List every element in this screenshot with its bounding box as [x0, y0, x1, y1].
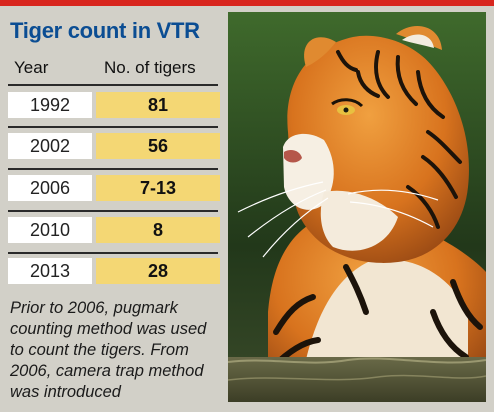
table-row: 1992 81 — [8, 92, 220, 118]
count-cell: 81 — [96, 92, 220, 118]
table-row: 2006 7-13 — [8, 175, 220, 201]
count-cell: 56 — [96, 133, 220, 159]
row-divider — [8, 126, 218, 128]
table-row: 2013 28 — [8, 258, 220, 284]
row-divider — [8, 210, 218, 212]
header-rule — [8, 84, 218, 86]
count-cell: 8 — [96, 217, 220, 243]
column-header-count: No. of tigers — [104, 58, 196, 77]
table-row: 2002 56 — [8, 133, 220, 159]
tiger-illustration — [228, 12, 486, 402]
top-accent-bar — [0, 0, 494, 6]
year-cell: 2010 — [8, 217, 92, 243]
year-cell: 1992 — [8, 92, 92, 118]
year-cell: 2006 — [8, 175, 92, 201]
year-cell: 2013 — [8, 258, 92, 284]
row-divider — [8, 168, 218, 170]
row-divider — [8, 252, 218, 254]
year-cell: 2002 — [8, 133, 92, 159]
chart-title: Tiger count in VTR — [10, 18, 200, 43]
table-row: 2010 8 — [8, 217, 220, 243]
column-header-year: Year — [14, 58, 49, 77]
count-cell: 28 — [96, 258, 220, 284]
method-note: Prior to 2006, pugmark counting method w… — [10, 299, 207, 401]
tiger-photo — [228, 12, 486, 402]
infographic-panel: Tiger count in VTR Year No. of tigers 19… — [0, 6, 220, 412]
count-cell: 7-13 — [96, 175, 220, 201]
